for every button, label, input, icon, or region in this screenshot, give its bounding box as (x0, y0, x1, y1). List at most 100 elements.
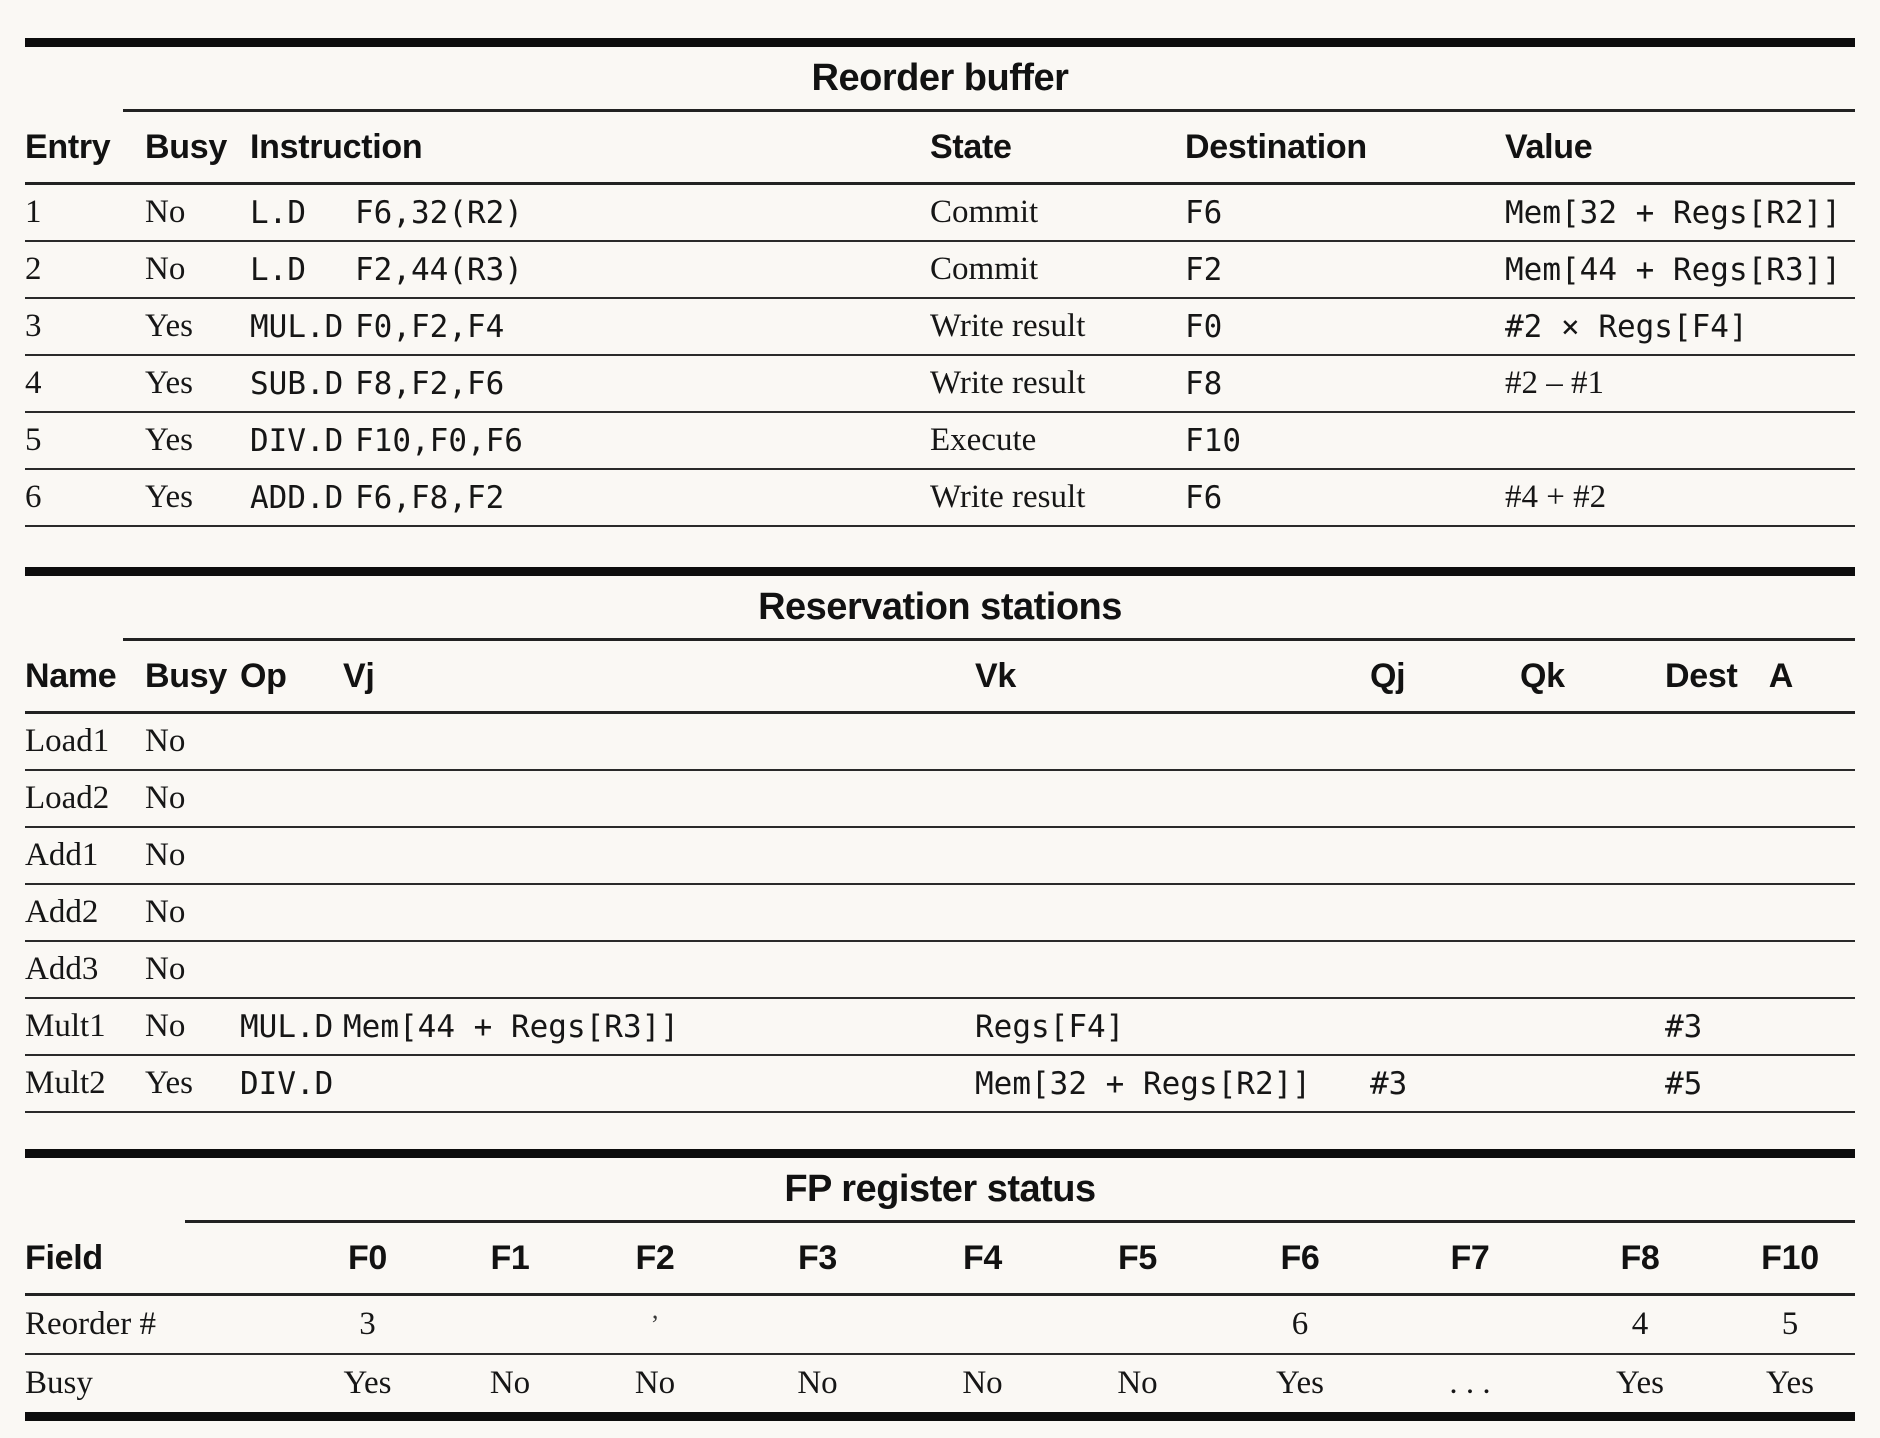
col-header-f3: F3 (797, 1238, 838, 1277)
table-row: 4 Yes SUB.D F8,F2,F6 Write result F8 #2 … (25, 356, 1855, 413)
spanner-rule (185, 1220, 1855, 1223)
col-header-qj: Qj (1370, 656, 1406, 695)
col-header-f10: F10 (1761, 1238, 1819, 1277)
cell-value: Mem[44 + Regs[R3]] (1505, 251, 1841, 288)
table-row: 6 Yes ADD.D F6,F8,F2 Write result F6 #4 … (25, 470, 1855, 527)
col-header-busy: Busy (145, 656, 227, 695)
cell-entry: 1 (25, 194, 42, 230)
cell-f10: Yes (1765, 1365, 1815, 1401)
cell-op: MUL.D (250, 308, 344, 345)
cell-f0: Yes (343, 1365, 392, 1401)
reservation-stations-table: Reservation stations Name Busy Op Vj Vk … (25, 567, 1855, 1113)
cell-op: DIV.D (240, 1065, 334, 1102)
cell-busy: No (145, 837, 186, 873)
cell-busy: Yes (145, 365, 194, 401)
cell-name: Add1 (25, 837, 99, 873)
cell-busy: No (145, 194, 186, 230)
cell-busy: Yes (145, 1065, 194, 1101)
col-header-vk: Vk (975, 656, 1016, 695)
col-header-f6: F6 (1280, 1238, 1320, 1277)
cell-busy: No (145, 780, 186, 816)
table-row: 2 No L.D F2,44(R3) Commit F2 Mem[44 + Re… (25, 242, 1855, 299)
cell-state: Execute (930, 422, 1037, 458)
heavy-rule-top (25, 567, 1855, 576)
table-row: 5 Yes DIV.D F10,F0,F6 Execute F10 (25, 413, 1855, 470)
table-row: Mult1 No MUL.D Mem[44 + Regs[R3]] Regs[F… (25, 999, 1855, 1056)
cell-f6: 6 (1291, 1306, 1309, 1342)
cell-busy: No (145, 951, 186, 987)
col-header-f4: F4 (962, 1238, 1003, 1277)
col-header-f7: F7 (1450, 1238, 1490, 1277)
cell-f10: 5 (1781, 1306, 1799, 1342)
cell-f2: No (634, 1365, 676, 1401)
cell-state: Commit (930, 251, 1039, 287)
col-header-f1: F1 (490, 1238, 530, 1277)
table-title: Reservation stations (758, 585, 1122, 628)
header-row: Entry Busy Instruction State Destination… (25, 112, 1855, 185)
cell-busy: No (145, 251, 186, 287)
fp-register-status-table: FP register status Field F0 F1 F2 F3 F4 … (25, 1149, 1855, 1421)
col-header-value: Value (1505, 127, 1593, 166)
heavy-rule-top (25, 38, 1855, 47)
col-header-busy: Busy (145, 127, 227, 166)
cell-name: Mult1 (25, 1008, 106, 1044)
cell-qj: #3 (1370, 1065, 1408, 1102)
table-row: Load1 No (25, 714, 1855, 771)
spanner-rule (123, 638, 1855, 641)
cell-busy: No (145, 894, 186, 930)
col-header-f8: F8 (1620, 1238, 1660, 1277)
cell-entry: 6 (25, 479, 42, 515)
col-header-f2: F2 (635, 1238, 675, 1277)
heavy-rule-top (25, 1149, 1855, 1158)
cell-vk: Regs[F4] (975, 1008, 1125, 1045)
cell-operands: F10,F0,F6 (355, 422, 523, 459)
cell-value: #2 – #1 (1505, 365, 1604, 401)
col-header-f0: F0 (347, 1238, 388, 1277)
col-header-field: Field (25, 1238, 103, 1277)
cell-busy: Yes (145, 308, 194, 344)
cell-destination: F0 (1185, 308, 1223, 345)
reorder-buffer-table: Reorder buffer Entry Busy Instruction St… (25, 38, 1855, 527)
cell-op: SUB.D (250, 365, 344, 402)
col-header-name: Name (25, 656, 117, 695)
cell-f6: Yes (1275, 1365, 1325, 1401)
cell-dest: #3 (1665, 1008, 1703, 1045)
col-header-vj: Vj (343, 656, 375, 695)
table-title: FP register status (784, 1167, 1096, 1210)
col-header-state: State (930, 127, 1012, 166)
cell-value: #4 + #2 (1505, 479, 1607, 515)
cell-destination: F10 (1185, 422, 1241, 459)
cell-operands: F6,F8,F2 (355, 479, 505, 516)
cell-busy: Yes (145, 479, 194, 515)
cell-entry: 3 (25, 308, 42, 344)
col-header-entry: Entry (25, 127, 111, 166)
col-header-f5: F5 (1117, 1238, 1158, 1277)
table-row: Reorder # 3 ’ 6 4 5 (25, 1296, 1855, 1355)
section-gap (25, 527, 1855, 567)
cell-f7: . . . (1449, 1365, 1491, 1401)
cell-name: Load2 (25, 780, 110, 816)
cell-state: Write result (930, 365, 1086, 401)
cell-f0: 3 (359, 1306, 376, 1342)
cell-destination: F6 (1185, 479, 1223, 516)
table-row: Add3 No (25, 942, 1855, 999)
cell-f3: No (797, 1365, 838, 1401)
header-row: Name Busy Op Vj Vk Qj Qk Dest A (25, 641, 1855, 714)
cell-entry: 5 (25, 422, 42, 458)
cell-destination: F2 (1185, 251, 1223, 288)
cell-busy: No (145, 1008, 186, 1044)
cell-entry: 4 (25, 365, 42, 401)
table-row: Busy Yes No No No No No Yes . . . Yes Ye… (25, 1355, 1855, 1412)
cell-field: Busy (25, 1365, 93, 1401)
col-header-destination: Destination (1185, 127, 1367, 166)
section-gap (25, 1113, 1855, 1149)
cell-destination: F8 (1185, 365, 1223, 402)
table-row: Mult2 Yes DIV.D Mem[32 + Regs[R2]] #3 #5 (25, 1056, 1855, 1113)
table-row: Add2 No (25, 885, 1855, 942)
cell-operands: F6,32(R2) (355, 194, 523, 231)
cell-busy: Yes (145, 422, 194, 458)
cell-f2: ’ (650, 1309, 660, 1339)
cell-op: L.D (250, 194, 306, 231)
cell-f4: No (962, 1365, 1003, 1401)
